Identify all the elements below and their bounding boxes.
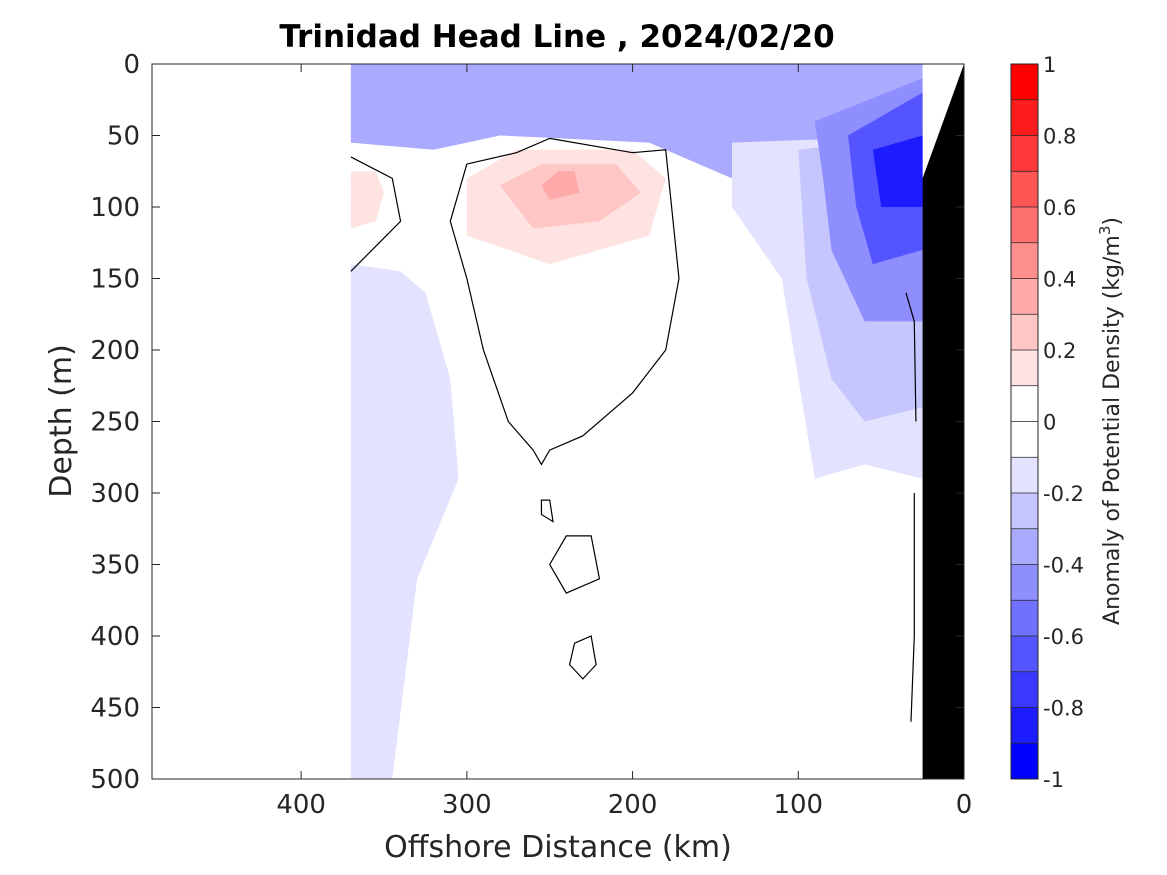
colorbar-swatch (1011, 99, 1038, 136)
colorbar-swatch (1011, 421, 1038, 458)
colorbar-swatch (1011, 600, 1038, 636)
y-tick-label: 0 (123, 50, 140, 80)
colorbar-tick-label: -0.8 (1043, 697, 1084, 721)
x-tick-label: 200 (608, 790, 658, 820)
colorbar-swatch (1011, 314, 1038, 350)
zero-contour-blob-3 (540, 499, 554, 523)
y-axis: 0 50 100 150 200 250 300 350 400 450 500 (90, 50, 964, 795)
colorbar-label: Anomaly of Potential Density (kg/m3) (1096, 217, 1125, 625)
colorbar-tick-label: -0.2 (1043, 482, 1084, 506)
region-subsurface-positive-2 (500, 164, 641, 229)
y-axis-label: Depth (m) (44, 344, 79, 498)
y-tick-label: 300 (90, 479, 140, 509)
x-axis-label: Offshore Distance (km) (384, 830, 732, 865)
x-tick-label: 100 (773, 790, 823, 820)
colorbar-label-exponent: 3 (1096, 226, 1114, 236)
zero-contour-blob-1 (549, 535, 601, 594)
zero-contour-blob-2 (568, 635, 597, 680)
y-tick-label: 400 (90, 622, 140, 652)
zero-contour-main (449, 137, 680, 466)
colorbar-swatch (1011, 135, 1038, 172)
colorbar-swatch (1011, 528, 1038, 565)
colorbar-tick-label: -0.4 (1043, 554, 1084, 578)
colorbar-swatch (1011, 457, 1038, 493)
colorbar-label-close: ) (1100, 217, 1125, 226)
x-tick-label: 400 (276, 790, 326, 820)
colorbar-tick-label: -1 (1043, 768, 1064, 792)
chart-title: Trinidad Head Line , 2024/02/20 (279, 19, 834, 55)
colorbar-ticks: 1 0.8 0.6 0.4 0.2 0 -0.2 -0.4 -0.6 -0.8 -1 (1043, 53, 1084, 792)
x-axis: 400 300 200 100 0 (276, 64, 972, 820)
colorbar-swatch (1011, 64, 1038, 100)
colorbar-tick-label: 0.6 (1043, 196, 1076, 220)
plot-area (350, 64, 964, 779)
colorbar-swatch (1011, 707, 1038, 744)
region-subsurface-positive-3 (541, 171, 580, 200)
zero-contour-coastal (905, 292, 917, 422)
colorbar-tick-label: 0.2 (1043, 339, 1076, 363)
y-tick-label: 250 (90, 408, 140, 438)
colorbar-swatch (1011, 171, 1038, 207)
y-tick-label: 350 (90, 551, 140, 581)
y-tick-label: 200 (90, 336, 140, 366)
colorbar-swatch (1011, 242, 1038, 279)
zero-contours (350, 137, 917, 722)
continental-shelf (922, 64, 964, 779)
x-tick-label: 0 (956, 790, 973, 820)
colorbar-swatch (1011, 207, 1038, 243)
colorbar-swatch (1011, 493, 1038, 529)
colorbar-swatch (1011, 636, 1038, 672)
colorbar-swatch (1011, 385, 1038, 422)
y-tick-label: 150 (90, 265, 140, 295)
colorbar-tick-label: 0.4 (1043, 268, 1076, 292)
zero-contour-west (350, 156, 402, 272)
y-tick-label: 50 (107, 122, 140, 152)
colorbar-label-main: Anomaly of Potential Density (kg/m (1100, 235, 1125, 625)
y-tick-label: 100 (90, 193, 140, 223)
zero-contour-coastal-deep (910, 493, 915, 722)
y-tick-label: 450 (90, 694, 140, 724)
region-coastal-core (872, 135, 923, 207)
colorbar-tick-label: -0.6 (1043, 625, 1084, 649)
region-offshore-positive (350, 171, 384, 229)
region-slope-band (350, 264, 459, 779)
colorbar-frame (1010, 63, 1039, 780)
x-tick-label: 300 (442, 790, 492, 820)
colorbar-swatch (1011, 743, 1038, 779)
colorbar-swatch (1011, 564, 1038, 601)
colorbar-swatch (1011, 350, 1038, 386)
colorbar-swatch (1011, 278, 1038, 315)
colorbar-tick-label: 0 (1043, 411, 1056, 435)
colorbar-tick-label: 0.8 (1043, 125, 1076, 149)
colorbar-swatch (1011, 671, 1038, 708)
colorbar-tick-label: 1 (1043, 53, 1056, 77)
colorbar (1011, 63, 1038, 779)
y-tick-label: 500 (90, 765, 140, 795)
